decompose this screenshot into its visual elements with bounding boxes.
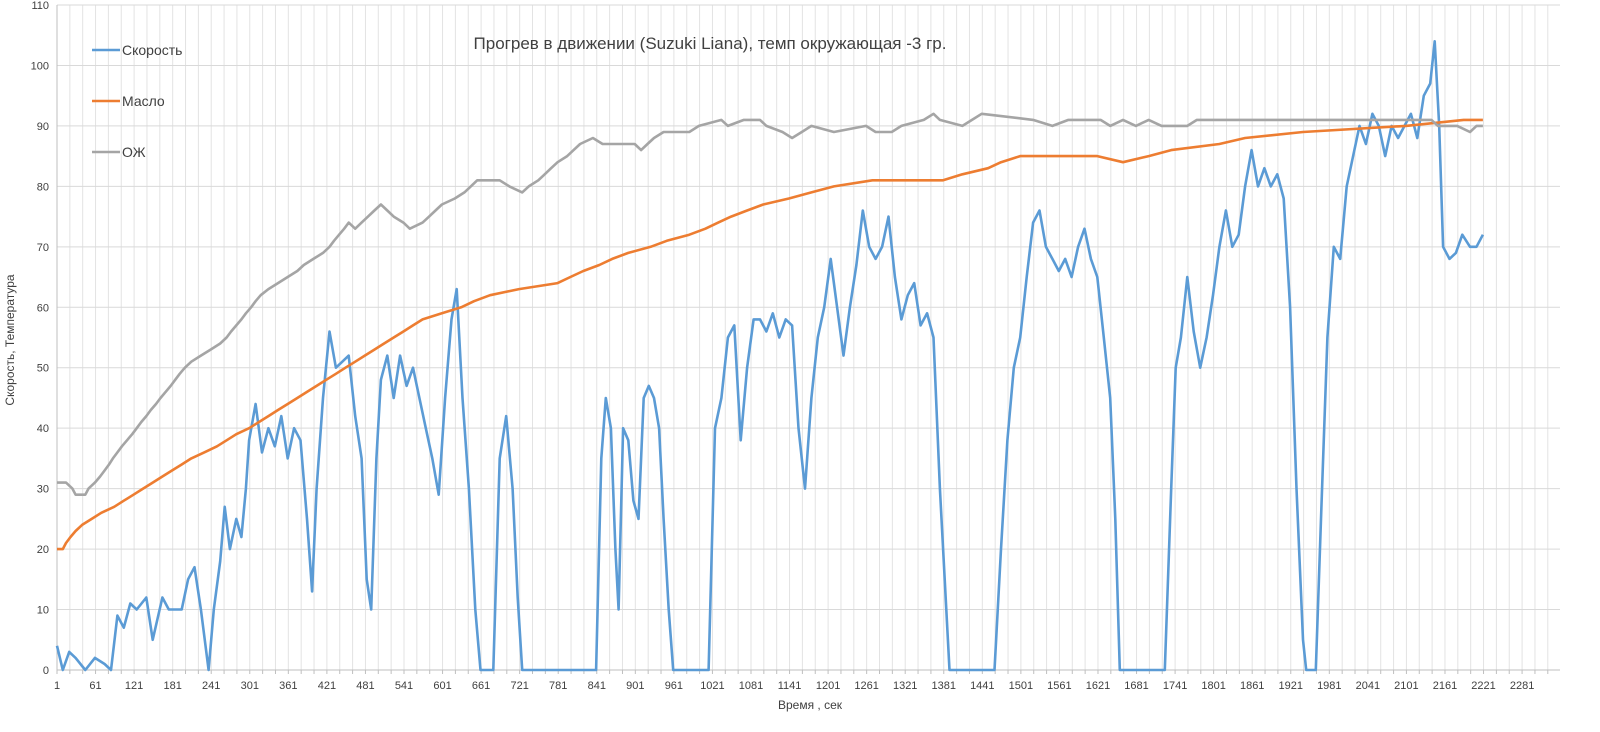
x-tick-label: 361 — [279, 680, 297, 692]
x-tick-label: 301 — [241, 680, 259, 692]
legend-label: ОЖ — [122, 144, 146, 160]
x-tick-label: 2101 — [1394, 680, 1418, 692]
x-tick-label: 121 — [125, 680, 143, 692]
x-tick-label: 1561 — [1047, 680, 1071, 692]
series-lines — [55, 40, 1485, 672]
x-tick-label: 241 — [202, 680, 220, 692]
x-tick-label: 1 — [54, 680, 60, 692]
x-tick-label: 421 — [318, 680, 336, 692]
x-tick-label: 841 — [588, 680, 606, 692]
x-tick-label: 721 — [510, 680, 528, 692]
x-tick-label: 1021 — [700, 680, 724, 692]
x-tick-label: 61 — [89, 680, 101, 692]
x-tick-label: 181 — [163, 680, 181, 692]
y-tick-label: 50 — [37, 363, 49, 375]
y-axis-title: Скорость, Температура — [3, 274, 17, 405]
x-tick-label: 1921 — [1279, 680, 1303, 692]
x-tick-label: 1261 — [854, 680, 878, 692]
x-tick-label: 2041 — [1356, 680, 1380, 692]
series-line — [57, 118, 1483, 551]
y-tick-label: 10 — [37, 605, 49, 617]
x-tick-label: 1501 — [1009, 680, 1033, 692]
x-tick-label: 901 — [626, 680, 644, 692]
x-tick-label: 601 — [433, 680, 451, 692]
legend-label: Масло — [122, 93, 165, 109]
y-tick-label: 0 — [43, 665, 49, 677]
y-tick-label: 100 — [31, 60, 49, 72]
x-tick-label: 1681 — [1124, 680, 1148, 692]
x-tick-label: 541 — [395, 680, 413, 692]
y-tick-label: 20 — [37, 544, 49, 556]
x-tick-label: 2161 — [1433, 680, 1457, 692]
x-tick-label: 781 — [549, 680, 567, 692]
x-tick-label: 1861 — [1240, 680, 1264, 692]
grid — [56, 4, 1560, 671]
chart-title: Прогрев в движении (Suzuki Liana), темп … — [474, 34, 947, 53]
x-tick-label: 2221 — [1471, 680, 1495, 692]
x-tick-label: 1801 — [1201, 680, 1225, 692]
y-tick-label: 90 — [37, 121, 49, 133]
x-tick-label: 1741 — [1163, 680, 1187, 692]
axes: 0 10 20 30 40 50 60 70 80 90 100 110 1 61 121 181 241 301… — [31, 0, 1560, 692]
x-tick-label: 1081 — [739, 680, 763, 692]
legend: Скорость Масло ОЖ — [92, 42, 182, 160]
x-tick-label: 481 — [356, 680, 374, 692]
x-tick-label: 961 — [665, 680, 683, 692]
x-tick-label: 1621 — [1086, 680, 1110, 692]
legend-label: Скорость — [122, 42, 182, 58]
x-tick-label: 1141 — [778, 680, 802, 692]
y-tick-label: 110 — [31, 0, 49, 12]
y-tick-label: 80 — [37, 181, 49, 193]
y-tick-label: 70 — [37, 242, 49, 254]
x-tick-label: 1441 — [970, 680, 994, 692]
series-line — [55, 40, 1485, 672]
x-tick-label: 1321 — [893, 680, 917, 692]
x-tick-label: 1201 — [816, 680, 840, 692]
y-tick-label: 60 — [37, 302, 49, 314]
x-tick-label: 2281 — [1510, 680, 1534, 692]
x-axis-title: Время , сек — [778, 698, 843, 712]
series-line — [57, 112, 1483, 496]
x-tick-label: 1381 — [932, 680, 956, 692]
y-tick-label: 40 — [37, 423, 49, 435]
y-tick-label: 30 — [37, 484, 49, 496]
x-tick-label: 661 — [472, 680, 490, 692]
x-tick-label: 1981 — [1317, 680, 1341, 692]
